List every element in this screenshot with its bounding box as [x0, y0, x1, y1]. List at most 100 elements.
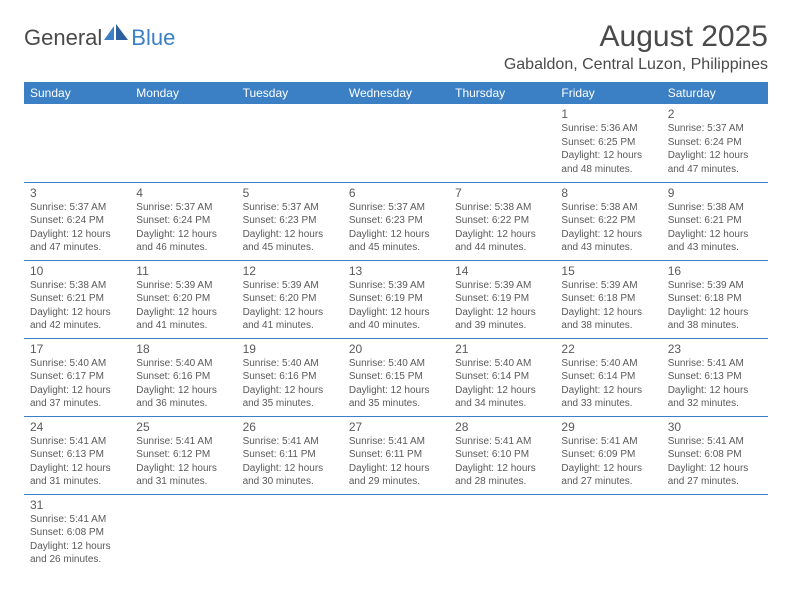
calendar-row: 3Sunrise: 5:37 AMSunset: 6:24 PMDaylight… [24, 182, 768, 260]
calendar-cell: 12Sunrise: 5:39 AMSunset: 6:20 PMDayligh… [237, 260, 343, 338]
daylight-line: Daylight: 12 hours and 27 minutes. [561, 462, 655, 489]
sunset-line: Sunset: 6:22 PM [455, 214, 549, 228]
sunrise-line: Sunrise: 5:41 AM [455, 435, 549, 449]
calendar-cell: 25Sunrise: 5:41 AMSunset: 6:12 PMDayligh… [130, 416, 236, 494]
calendar-cell: 4Sunrise: 5:37 AMSunset: 6:24 PMDaylight… [130, 182, 236, 260]
day-info: Sunrise: 5:37 AMSunset: 6:24 PMDaylight:… [30, 201, 124, 255]
sunrise-line: Sunrise: 5:37 AM [668, 122, 762, 136]
day-number: 28 [455, 420, 549, 434]
daylight-line: Daylight: 12 hours and 31 minutes. [136, 462, 230, 489]
daylight-line: Daylight: 12 hours and 28 minutes. [455, 462, 549, 489]
day-info: Sunrise: 5:40 AMSunset: 6:14 PMDaylight:… [561, 357, 655, 411]
day-number: 2 [668, 107, 762, 121]
day-number: 31 [30, 498, 124, 512]
calendar-cell: 7Sunrise: 5:38 AMSunset: 6:22 PMDaylight… [449, 182, 555, 260]
day-number: 24 [30, 420, 124, 434]
day-number: 21 [455, 342, 549, 356]
sunset-line: Sunset: 6:22 PM [561, 214, 655, 228]
day-info: Sunrise: 5:38 AMSunset: 6:22 PMDaylight:… [455, 201, 549, 255]
calendar-cell [130, 494, 236, 572]
calendar-cell: 18Sunrise: 5:40 AMSunset: 6:16 PMDayligh… [130, 338, 236, 416]
day-number: 11 [136, 264, 230, 278]
day-number: 25 [136, 420, 230, 434]
sunrise-line: Sunrise: 5:40 AM [136, 357, 230, 371]
calendar-cell [449, 104, 555, 182]
daylight-line: Daylight: 12 hours and 32 minutes. [668, 384, 762, 411]
calendar-cell: 20Sunrise: 5:40 AMSunset: 6:15 PMDayligh… [343, 338, 449, 416]
sunset-line: Sunset: 6:25 PM [561, 136, 655, 150]
day-info: Sunrise: 5:41 AMSunset: 6:08 PMDaylight:… [30, 513, 124, 567]
location: Gabaldon, Central Luzon, Philippines [504, 56, 768, 74]
sunset-line: Sunset: 6:19 PM [349, 292, 443, 306]
day-number: 30 [668, 420, 762, 434]
sunset-line: Sunset: 6:14 PM [455, 370, 549, 384]
calendar-cell: 21Sunrise: 5:40 AMSunset: 6:14 PMDayligh… [449, 338, 555, 416]
sunset-line: Sunset: 6:16 PM [136, 370, 230, 384]
sunrise-line: Sunrise: 5:38 AM [561, 201, 655, 215]
day-number: 29 [561, 420, 655, 434]
sunset-line: Sunset: 6:23 PM [243, 214, 337, 228]
calendar-cell [343, 104, 449, 182]
daylight-line: Daylight: 12 hours and 27 minutes. [668, 462, 762, 489]
sunrise-line: Sunrise: 5:41 AM [668, 357, 762, 371]
daylight-line: Daylight: 12 hours and 45 minutes. [349, 228, 443, 255]
day-number: 4 [136, 186, 230, 200]
sunrise-line: Sunrise: 5:39 AM [455, 279, 549, 293]
sunset-line: Sunset: 6:23 PM [349, 214, 443, 228]
day-number: 6 [349, 186, 443, 200]
daylight-line: Daylight: 12 hours and 46 minutes. [136, 228, 230, 255]
day-number: 23 [668, 342, 762, 356]
calendar-cell [237, 104, 343, 182]
calendar-cell: 19Sunrise: 5:40 AMSunset: 6:16 PMDayligh… [237, 338, 343, 416]
sunset-line: Sunset: 6:20 PM [243, 292, 337, 306]
day-info: Sunrise: 5:40 AMSunset: 6:16 PMDaylight:… [243, 357, 337, 411]
day-number: 5 [243, 186, 337, 200]
month-title: August 2025 [504, 20, 768, 54]
daylight-line: Daylight: 12 hours and 48 minutes. [561, 149, 655, 176]
day-header: Thursday [449, 82, 555, 104]
sunrise-line: Sunrise: 5:40 AM [561, 357, 655, 371]
calendar-cell: 15Sunrise: 5:39 AMSunset: 6:18 PMDayligh… [555, 260, 661, 338]
day-header: Monday [130, 82, 236, 104]
calendar-cell: 9Sunrise: 5:38 AMSunset: 6:21 PMDaylight… [662, 182, 768, 260]
sunrise-line: Sunrise: 5:40 AM [455, 357, 549, 371]
sunrise-line: Sunrise: 5:37 AM [349, 201, 443, 215]
logo-text-blue: Blue [131, 25, 175, 51]
calendar-cell: 22Sunrise: 5:40 AMSunset: 6:14 PMDayligh… [555, 338, 661, 416]
sunset-line: Sunset: 6:24 PM [668, 136, 762, 150]
calendar-cell: 11Sunrise: 5:39 AMSunset: 6:20 PMDayligh… [130, 260, 236, 338]
daylight-line: Daylight: 12 hours and 38 minutes. [668, 306, 762, 333]
daylight-line: Daylight: 12 hours and 34 minutes. [455, 384, 549, 411]
calendar-cell [555, 494, 661, 572]
day-info: Sunrise: 5:39 AMSunset: 6:20 PMDaylight:… [136, 279, 230, 333]
sunset-line: Sunset: 6:15 PM [349, 370, 443, 384]
daylight-line: Daylight: 12 hours and 41 minutes. [243, 306, 337, 333]
calendar-cell: 10Sunrise: 5:38 AMSunset: 6:21 PMDayligh… [24, 260, 130, 338]
calendar-cell: 13Sunrise: 5:39 AMSunset: 6:19 PMDayligh… [343, 260, 449, 338]
day-info: Sunrise: 5:38 AMSunset: 6:21 PMDaylight:… [30, 279, 124, 333]
sunset-line: Sunset: 6:16 PM [243, 370, 337, 384]
calendar-cell [24, 104, 130, 182]
daylight-line: Daylight: 12 hours and 43 minutes. [561, 228, 655, 255]
daylight-line: Daylight: 12 hours and 35 minutes. [243, 384, 337, 411]
sunrise-line: Sunrise: 5:40 AM [243, 357, 337, 371]
sunset-line: Sunset: 6:08 PM [30, 526, 124, 540]
logo: General Blue [24, 24, 175, 51]
calendar-row: 17Sunrise: 5:40 AMSunset: 6:17 PMDayligh… [24, 338, 768, 416]
calendar-cell [343, 494, 449, 572]
sunrise-line: Sunrise: 5:41 AM [30, 513, 124, 527]
calendar-table: SundayMondayTuesdayWednesdayThursdayFrid… [24, 82, 768, 572]
daylight-line: Daylight: 12 hours and 47 minutes. [30, 228, 124, 255]
sunset-line: Sunset: 6:18 PM [561, 292, 655, 306]
daylight-line: Daylight: 12 hours and 38 minutes. [561, 306, 655, 333]
day-header: Wednesday [343, 82, 449, 104]
calendar-cell: 2Sunrise: 5:37 AMSunset: 6:24 PMDaylight… [662, 104, 768, 182]
daylight-line: Daylight: 12 hours and 36 minutes. [136, 384, 230, 411]
sunset-line: Sunset: 6:21 PM [30, 292, 124, 306]
daylight-line: Daylight: 12 hours and 40 minutes. [349, 306, 443, 333]
sunset-line: Sunset: 6:20 PM [136, 292, 230, 306]
sunrise-line: Sunrise: 5:37 AM [243, 201, 337, 215]
daylight-line: Daylight: 12 hours and 35 minutes. [349, 384, 443, 411]
calendar-cell: 16Sunrise: 5:39 AMSunset: 6:18 PMDayligh… [662, 260, 768, 338]
day-info: Sunrise: 5:41 AMSunset: 6:08 PMDaylight:… [668, 435, 762, 489]
